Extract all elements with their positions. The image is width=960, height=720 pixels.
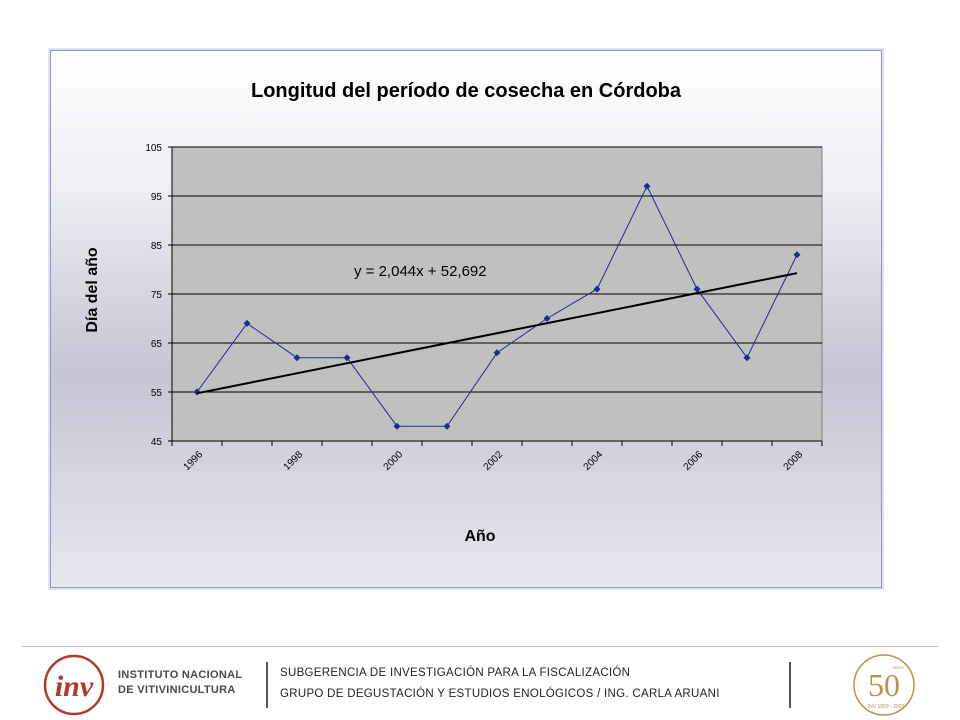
y-tick-label: 75 (151, 290, 163, 301)
trendline (196, 272, 798, 395)
data-point (393, 422, 401, 430)
org-name: INSTITUTO NACIONAL DE VITIVINICULTURA (118, 668, 242, 698)
data-point (643, 182, 651, 190)
anniversary-50-logo: 50 AÑOS INV 1959 - 2009 (853, 654, 915, 716)
footer-divider (22, 646, 938, 647)
x-tick-label: 1998 (282, 449, 306, 473)
data-point (793, 251, 801, 259)
y-tick-label: 95 (151, 192, 163, 203)
y-tick-label: 85 (151, 241, 163, 252)
data-point (693, 285, 701, 293)
footer-text: SUBGERENCIA DE INVESTIGACIÓN PARA LA FIS… (280, 663, 720, 705)
x-tick-label: 2008 (782, 449, 806, 473)
x-tick-label: 2006 (682, 449, 706, 473)
chart-title: Longitud del período de cosecha en Córdo… (250, 80, 682, 102)
data-point (293, 354, 301, 362)
y-tick-label: 65 (151, 339, 163, 350)
x-tick-label: 2000 (382, 449, 406, 473)
data-point (593, 285, 601, 293)
data-point (543, 315, 551, 322)
data-point (343, 354, 351, 362)
org-name-line2: DE VITIVINICULTURA (118, 684, 236, 696)
anniversary-years: INV 1959 - 2009 (868, 704, 905, 710)
y-tick-label: 45 (151, 437, 163, 448)
org-name-line1: INSTITUTO NACIONAL (118, 669, 243, 681)
inv-logo-text: inv (55, 670, 94, 703)
x-tick-label: 2002 (482, 449, 506, 473)
data-point (493, 349, 501, 357)
x-axis-label: Año (464, 528, 496, 545)
data-point (743, 354, 751, 362)
anniversary-small: AÑOS (892, 665, 904, 670)
x-tick-label: 2004 (582, 449, 606, 473)
footer-separator-left (266, 662, 268, 708)
y-tick-label: 105 (145, 143, 162, 154)
data-point (243, 319, 251, 327)
data-point (443, 422, 451, 430)
y-tick-label: 55 (151, 388, 163, 399)
footer-separator-right (789, 662, 791, 708)
footer-line1: SUBGERENCIA DE INVESTIGACIÓN PARA LA FIS… (280, 667, 631, 679)
anniversary-number: 50 (868, 667, 900, 703)
footer-line2: GRUPO DE DEGUSTACIÓN Y ESTUDIOS ENOLÓGIC… (280, 688, 720, 700)
x-tick-label: 1996 (182, 449, 206, 473)
trendline-equation: y = 2,044x + 52,692 (354, 263, 487, 280)
inv-logo: inv (43, 654, 105, 716)
